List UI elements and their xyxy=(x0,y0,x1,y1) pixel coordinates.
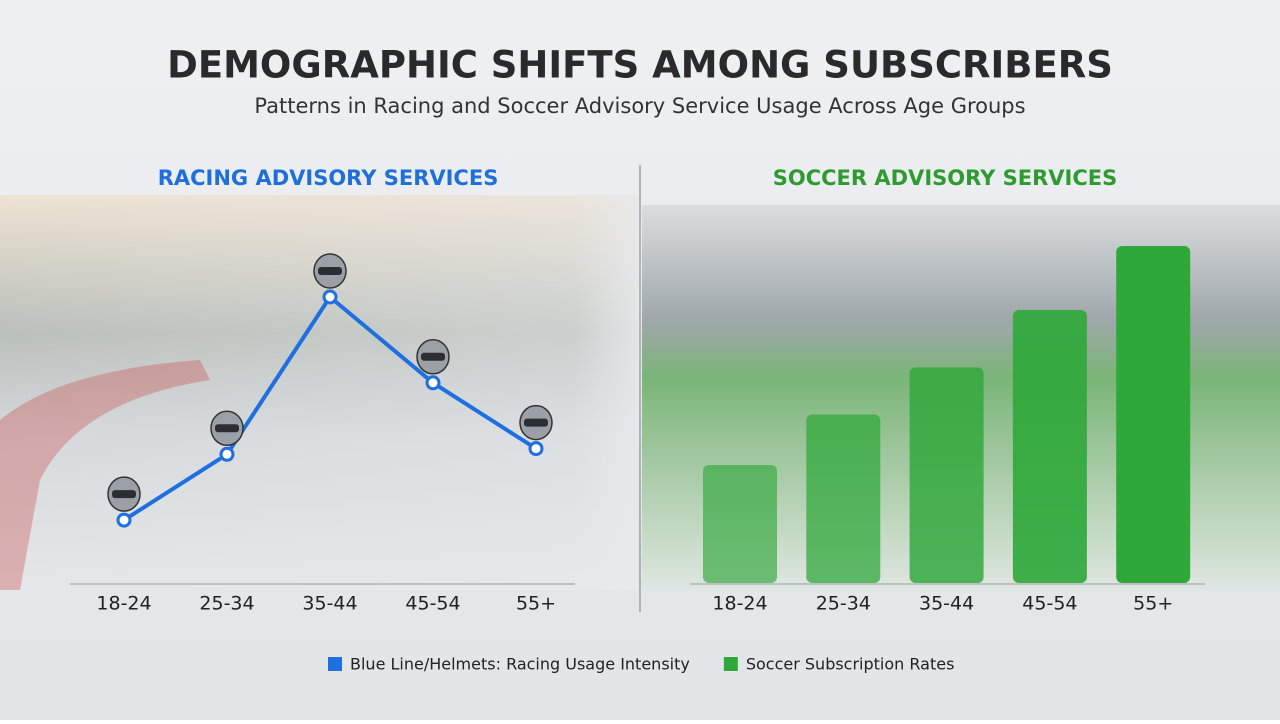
data-point xyxy=(528,441,544,457)
legend-label: Blue Line/Helmets: Racing Usage Intensit… xyxy=(350,655,690,674)
data-point xyxy=(116,512,132,528)
x-tick-label: 45-54 xyxy=(405,593,460,615)
x-tick-label: 18-24 xyxy=(96,593,151,615)
bar xyxy=(1116,246,1191,583)
helmet-visor xyxy=(421,352,445,361)
x-tick-label: 55+ xyxy=(1133,593,1173,615)
bar xyxy=(909,367,984,583)
x-tick-label: 55+ xyxy=(516,593,556,615)
chart-title: SOCCER ADVISORY SERVICES xyxy=(773,166,1117,190)
legend: Blue Line/Helmets: Racing Usage Intensit… xyxy=(328,655,954,674)
chart-title: RACING ADVISORY SERVICES xyxy=(158,166,499,190)
helmet-visor xyxy=(215,424,239,433)
bar xyxy=(1012,310,1087,583)
bar xyxy=(806,414,881,583)
helmet-visor xyxy=(524,418,548,427)
x-tick-label: 45-54 xyxy=(1022,593,1077,615)
title: DEMOGRAPHIC SHIFTS AMONG SUBSCRIBERS xyxy=(167,44,1113,87)
x-tick-label: 18-24 xyxy=(712,593,767,615)
bar xyxy=(703,465,777,583)
helmet-visor xyxy=(112,490,136,499)
subtitle: Patterns in Racing and Soccer Advisory S… xyxy=(254,94,1025,118)
x-tick-label: 25-34 xyxy=(199,593,254,615)
legend-label: Soccer Subscription Rates xyxy=(746,655,955,674)
x-tick-label: 35-44 xyxy=(919,593,974,615)
helmet-visor xyxy=(318,267,342,275)
track-curb xyxy=(0,360,210,590)
data-point xyxy=(219,446,235,462)
x-tick-label: 25-34 xyxy=(816,593,871,615)
x-tick-label: 35-44 xyxy=(302,593,357,615)
legend-swatch xyxy=(723,657,738,671)
legend-swatch xyxy=(328,657,342,671)
data-point xyxy=(425,375,441,391)
data-point xyxy=(322,289,338,305)
